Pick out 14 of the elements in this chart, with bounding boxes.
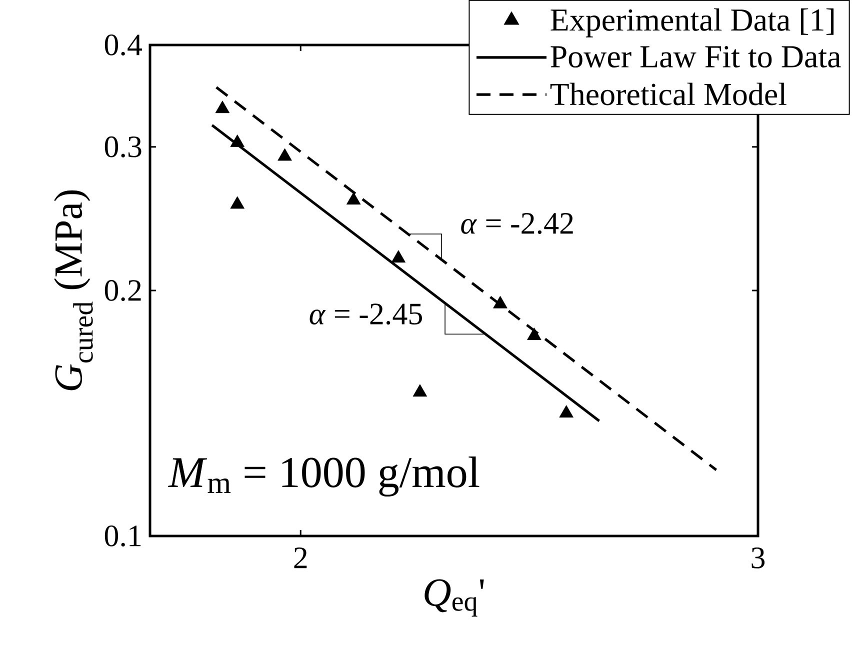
x-tick-label: 3 — [752, 548, 765, 568]
annotation: M$_{m}$ = 1000 g/mol — [168, 456, 480, 497]
legend-label: Theoretical Model — [550, 82, 786, 106]
annotation: α = -2.45 — [310, 304, 422, 325]
x-tick-label: 2 — [294, 548, 307, 568]
legend-label: Power Law Fit to Data — [550, 46, 841, 68]
annotation: α = -2.42 — [461, 213, 573, 234]
y-tick-label: 0.4 — [104, 34, 142, 56]
x-axis-title: Q$_{eq}$' — [424, 579, 484, 617]
y-tick-label: 0.2 — [104, 280, 141, 302]
y-axis-title: G$_{cured}$ (MPa) — [54, 190, 93, 390]
legend-label: Experimental Data [1] — [550, 8, 834, 38]
y-tick-label: 0.3 — [104, 136, 142, 158]
y-tick-label: 0.1 — [104, 525, 141, 547]
